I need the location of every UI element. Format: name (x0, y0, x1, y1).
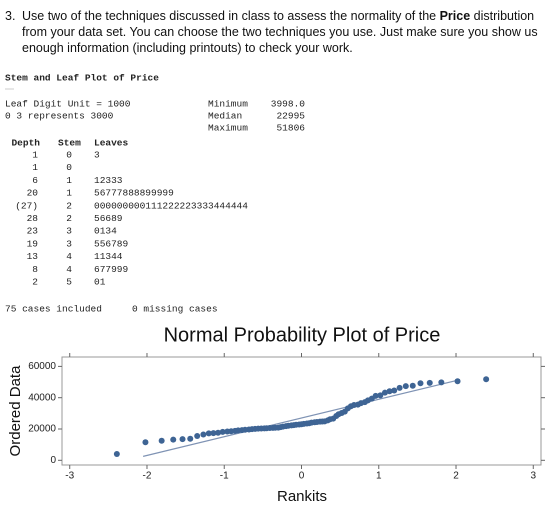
point (454, 378, 461, 385)
x-axis-label: Rankits (277, 488, 327, 505)
y-tick-label: 0 (50, 455, 56, 466)
y-tick-label: 20000 (28, 424, 56, 435)
stat-label: Minimum (208, 99, 248, 110)
point (158, 437, 165, 444)
cases-included: 75 cases included (5, 304, 102, 315)
stem: 4 (66, 264, 72, 275)
leaves: 01 (94, 277, 106, 288)
point (179, 436, 186, 443)
stem: 1 (66, 188, 72, 199)
point (372, 392, 379, 399)
plot-frame (61, 356, 542, 466)
stat-label: Median (208, 111, 242, 122)
question-number: 3. (5, 9, 16, 23)
point (200, 431, 207, 438)
depth: 1 (32, 162, 38, 173)
x-tick-label: -3 (65, 471, 74, 482)
point (113, 451, 120, 458)
question-text: Use two of the techniques discussed in c… (22, 9, 437, 23)
point (219, 428, 226, 435)
y-tick-label: 60000 (28, 361, 56, 372)
leaves: 3 (94, 150, 100, 161)
column-header: Stem (58, 138, 81, 149)
leaves: 11344 (94, 251, 123, 262)
point (170, 436, 177, 443)
leaves: 12333 (94, 175, 123, 186)
stat-label: Maximum (208, 123, 248, 134)
leaf-example: 0 3 represents 3000 (5, 111, 114, 122)
depth: 19 (27, 238, 39, 249)
reference-line (142, 379, 461, 457)
x-tick-label: 2 (453, 471, 459, 482)
column-header: Depth (11, 138, 40, 149)
leaves: 000000000111222223333444444 (94, 200, 248, 211)
point (402, 383, 409, 390)
depth: 23 (27, 226, 39, 237)
leaves: 0134 (94, 226, 117, 237)
point (386, 388, 393, 395)
leaves: 556789 (94, 238, 129, 249)
point (396, 384, 403, 391)
stem: 0 (66, 150, 72, 161)
stem: 3 (66, 238, 72, 249)
stem: 2 (66, 213, 72, 224)
depth: 6 (32, 175, 38, 186)
x-tick-label: -2 (143, 471, 152, 482)
stem: 5 (66, 277, 72, 288)
point (409, 382, 416, 389)
point (377, 392, 384, 399)
chart-title: Normal Probability Plot of Price (164, 324, 441, 346)
point (210, 430, 217, 437)
point (391, 387, 398, 394)
x-tick-label: 3 (530, 471, 536, 482)
depth: 13 (27, 251, 39, 262)
stem: 4 (66, 251, 72, 262)
point (215, 429, 222, 436)
y-tick-label: 40000 (28, 392, 56, 403)
stem: 2 (66, 200, 72, 211)
question: 3. Use two of the techniques discussed i… (5, 8, 545, 56)
point (187, 435, 194, 442)
stem: 0 (66, 162, 72, 173)
y-axis-label: Ordered Data (7, 365, 24, 457)
question-bold: Price (439, 9, 471, 23)
point (194, 433, 201, 440)
column-header: Leaves (94, 138, 129, 149)
depth: 20 (27, 188, 39, 199)
point (426, 379, 433, 386)
stem-leaf-title: Stem and Leaf Plot of Price (5, 73, 159, 84)
point (417, 380, 424, 387)
stat-value: 3998.0 (271, 99, 306, 110)
depth: 2 (32, 277, 38, 288)
leaves: 56689 (94, 213, 123, 224)
x-tick-label: 0 (299, 471, 305, 482)
stat-value: 51806 (276, 123, 305, 134)
point (438, 379, 445, 386)
stem: 1 (66, 175, 72, 186)
leaf-unit: Leaf Digit Unit = 1000 (5, 99, 131, 110)
point (381, 389, 388, 396)
leaves: 56777888899999 (94, 188, 174, 199)
depth: 28 (27, 213, 39, 224)
missing-cases: 0 missing cases (132, 304, 218, 315)
leaves: 677999 (94, 264, 129, 275)
depth: 8 (32, 264, 38, 275)
point (483, 376, 490, 383)
stem: 3 (66, 226, 72, 237)
point (205, 430, 212, 437)
x-tick-label: -1 (220, 471, 229, 482)
question-text: distribution from your data set. You can… (22, 9, 538, 55)
point (142, 439, 149, 446)
depth: 1 (32, 150, 38, 161)
depth: (27) (15, 200, 38, 211)
stat-value: 22995 (276, 111, 305, 122)
x-tick-label: 1 (376, 471, 382, 482)
